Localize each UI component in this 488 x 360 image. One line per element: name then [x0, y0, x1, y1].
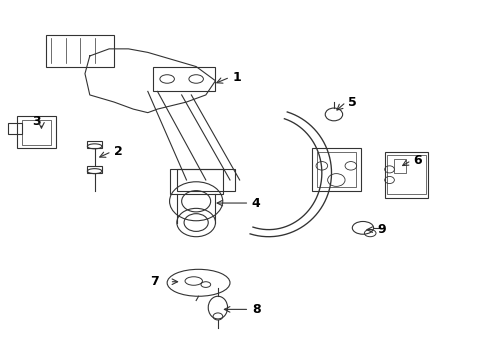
Bar — [316, 152, 355, 187]
Bar — [386, 155, 425, 194]
Text: 2: 2 — [114, 145, 122, 158]
Text: 3: 3 — [32, 115, 41, 128]
Text: 1: 1 — [232, 71, 241, 84]
Bar — [8, 123, 22, 134]
Bar — [22, 120, 51, 145]
Text: 9: 9 — [377, 223, 386, 236]
Bar — [17, 116, 56, 148]
Bar — [169, 169, 223, 194]
Bar — [177, 169, 234, 191]
Bar — [152, 67, 215, 91]
Bar — [87, 141, 102, 148]
Text: 5: 5 — [348, 95, 356, 108]
Bar — [46, 35, 114, 67]
Text: 8: 8 — [251, 303, 260, 316]
Bar — [87, 166, 102, 173]
Text: 7: 7 — [150, 275, 159, 288]
Bar — [311, 148, 360, 191]
Bar — [384, 152, 427, 198]
Text: 6: 6 — [413, 154, 422, 167]
Text: 4: 4 — [251, 197, 260, 210]
Bar — [393, 159, 406, 173]
